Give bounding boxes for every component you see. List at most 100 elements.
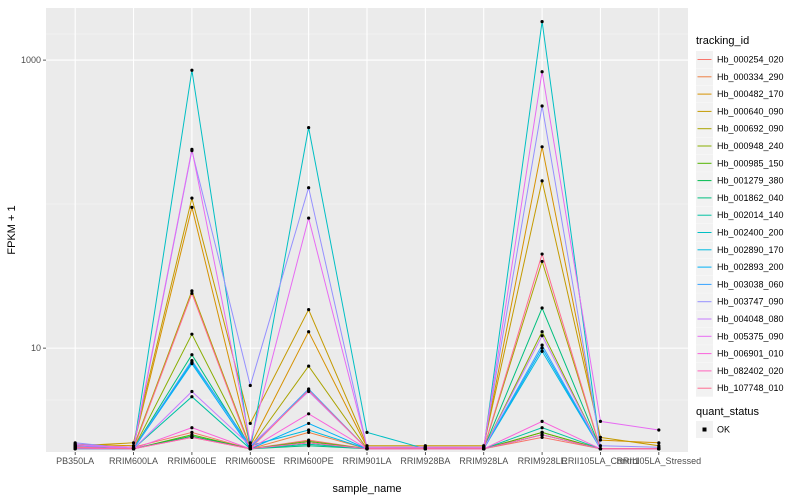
data-point xyxy=(131,447,136,451)
x-tick-label: RRIM600PE xyxy=(284,456,334,466)
data-point xyxy=(307,412,311,416)
data-point xyxy=(190,435,194,439)
data-point xyxy=(190,291,194,295)
shape-legend-title: quant_status xyxy=(696,406,759,418)
data-point xyxy=(540,334,544,338)
data-point xyxy=(307,186,311,190)
legend-label: Hb_002893_200 xyxy=(717,262,784,272)
legend-label: Hb_000692_090 xyxy=(717,124,784,134)
x-tick-label: PB350LA xyxy=(56,456,94,466)
data-point xyxy=(540,346,544,350)
data-point xyxy=(248,444,252,448)
x-tick-label: RRIM928LE xyxy=(518,456,567,466)
data-point xyxy=(540,349,544,353)
legend-label: Hb_002014_140 xyxy=(717,210,784,220)
data-point xyxy=(307,428,311,432)
x-tick-label: RRII105LA_Stressed xyxy=(617,456,702,466)
legend-label: Hb_003747_090 xyxy=(717,297,784,307)
data-point xyxy=(307,441,311,445)
data-point xyxy=(190,196,194,200)
data-point xyxy=(657,441,661,445)
data-point xyxy=(307,125,311,130)
y-tick-label: 1000 xyxy=(21,55,41,65)
data-point xyxy=(598,444,603,448)
data-point xyxy=(540,104,544,108)
legend: tracking_id quant_status Hb_000254_020 Hb… xyxy=(696,35,784,438)
data-point xyxy=(307,308,311,312)
data-point xyxy=(540,252,544,256)
data-point xyxy=(598,447,603,451)
data-point xyxy=(657,447,661,451)
data-point xyxy=(540,419,544,423)
data-point xyxy=(540,70,544,74)
data-point xyxy=(540,426,544,430)
x-tick-label: RRIM928BA xyxy=(400,456,450,466)
data-point xyxy=(598,438,603,442)
legend-label: Hb_006901_010 xyxy=(717,349,784,359)
shape-legend-marker xyxy=(702,427,707,432)
data-point xyxy=(190,147,194,151)
grid-lines xyxy=(46,8,688,452)
x-tick-label: RRIM928LA xyxy=(459,456,508,466)
data-point xyxy=(540,145,544,149)
data-point xyxy=(190,68,194,72)
data-point xyxy=(540,343,544,347)
data-point xyxy=(307,216,311,220)
data-point xyxy=(307,388,311,392)
legend-label: Hb_002890_170 xyxy=(717,245,784,255)
data-point xyxy=(423,447,427,451)
legend-label: Hb_005375_090 xyxy=(717,331,784,341)
legend-label: Hb_003038_060 xyxy=(717,279,784,289)
data-point xyxy=(540,435,544,439)
data-point xyxy=(190,395,194,399)
axes: 10 1000 PB350LA RRIM600LA RRIM600LE RRIM600SE… xyxy=(21,55,701,466)
data-point xyxy=(657,428,661,432)
data-point xyxy=(482,447,486,451)
legend-label: Hb_000640_090 xyxy=(717,106,784,116)
data-point xyxy=(540,433,544,437)
data-point xyxy=(540,430,544,434)
data-point xyxy=(365,430,369,434)
x-tick-label: RRIM600SE xyxy=(225,456,275,466)
data-point xyxy=(307,430,311,434)
legend-label: Hb_000482_170 xyxy=(717,89,784,99)
data-point xyxy=(190,426,194,430)
data-point xyxy=(131,441,136,445)
y-tick-label: 10 xyxy=(31,343,41,353)
data-point xyxy=(598,419,603,423)
data-point xyxy=(307,364,311,368)
data-point xyxy=(540,259,544,264)
x-tick-label: RRII105LA_Control xyxy=(561,456,639,466)
data-point xyxy=(248,383,252,388)
y-axis-title: FPKM + 1 xyxy=(6,205,18,254)
data-point xyxy=(598,435,603,439)
legend-label: Hb_004048_080 xyxy=(717,314,784,324)
data-point xyxy=(307,421,311,426)
legend-label: Hb_001862_040 xyxy=(717,193,784,203)
data-point xyxy=(190,430,194,434)
legend-label: Hb_082402_020 xyxy=(717,366,784,376)
data-point xyxy=(540,20,544,24)
data-point xyxy=(307,330,311,334)
data-point xyxy=(248,441,252,445)
data-point xyxy=(540,306,544,310)
legend-label: Hb_001279_380 xyxy=(717,176,784,186)
legend-label: Hb_000334_290 xyxy=(717,72,784,82)
x-axis-title: sample_name xyxy=(332,483,401,495)
data-point xyxy=(190,353,194,357)
data-point xyxy=(190,362,194,366)
x-tick-label: RRIM901LA xyxy=(342,456,391,466)
shape-legend-label: OK xyxy=(717,425,730,435)
legend-title: tracking_id xyxy=(696,35,749,47)
x-tick-label: RRIM600LA xyxy=(109,456,158,466)
data-point xyxy=(190,358,194,363)
legend-label: Hb_000254_020 xyxy=(717,55,784,65)
legend-label: Hb_002400_200 xyxy=(717,228,784,238)
data-point xyxy=(190,389,194,394)
data-point xyxy=(73,445,77,449)
legend-label: Hb_000948_240 xyxy=(717,141,784,151)
legend-label: Hb_107748_010 xyxy=(717,383,784,393)
data-point xyxy=(248,447,252,451)
data-point xyxy=(248,421,252,426)
data-point xyxy=(540,330,544,334)
